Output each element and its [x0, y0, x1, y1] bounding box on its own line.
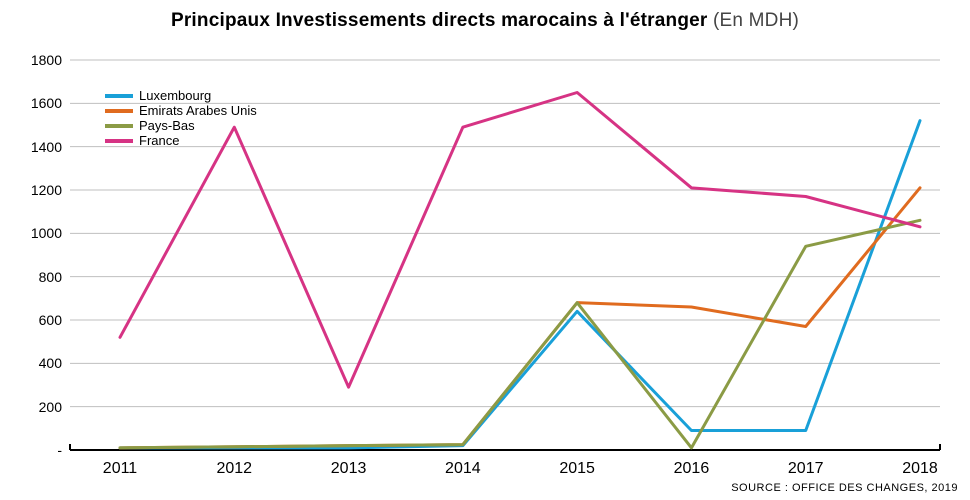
legend-item: Luxembourg: [105, 88, 257, 103]
legend-swatch: [105, 109, 133, 113]
source-label: SOURCE : OFFICE DES CHANGES, 2019: [731, 482, 958, 494]
x-tick-label: 2015: [559, 460, 595, 478]
legend-item: Pays-Bas: [105, 118, 257, 133]
legend-swatch: [105, 94, 133, 98]
y-tick-label: 800: [39, 269, 62, 285]
legend-label: Pays-Bas: [139, 118, 195, 133]
chart-title: Principaux Investissements directs maroc…: [0, 10, 970, 32]
y-tick-label: 1600: [31, 95, 62, 111]
y-tick-label: 1400: [31, 139, 62, 155]
legend-label: France: [139, 133, 179, 148]
x-tick-label: 2013: [331, 460, 367, 478]
x-tick-label: 2014: [445, 460, 481, 478]
y-tick-label: 600: [39, 312, 62, 328]
y-tick-label: 400: [39, 355, 62, 371]
legend-swatch: [105, 124, 133, 128]
x-tick-label: 2017: [788, 460, 824, 478]
legend-label: Emirats Arabes Unis: [139, 103, 257, 118]
x-tick-label: 2018: [902, 460, 938, 478]
x-tick-label: 2012: [216, 460, 252, 478]
chart-title-unit: (En MDH): [708, 10, 800, 31]
y-tick-label: 1800: [31, 52, 62, 68]
y-tick-label: 1200: [31, 182, 62, 198]
legend-swatch: [105, 139, 133, 143]
x-tick-label: 2016: [674, 460, 710, 478]
x-tick-label: 2011: [103, 460, 137, 478]
y-tick-label: 1000: [31, 225, 62, 241]
legend: LuxembourgEmirats Arabes UnisPays-BasFra…: [105, 88, 257, 148]
legend-item: France: [105, 133, 257, 148]
chart-container: Principaux Investissements directs maroc…: [0, 0, 970, 500]
legend-item: Emirats Arabes Unis: [105, 103, 257, 118]
y-tick-label: -: [57, 442, 62, 458]
chart-title-main: Principaux Investissements directs maroc…: [171, 10, 708, 31]
legend-label: Luxembourg: [139, 88, 211, 103]
y-tick-label: 200: [39, 399, 62, 415]
